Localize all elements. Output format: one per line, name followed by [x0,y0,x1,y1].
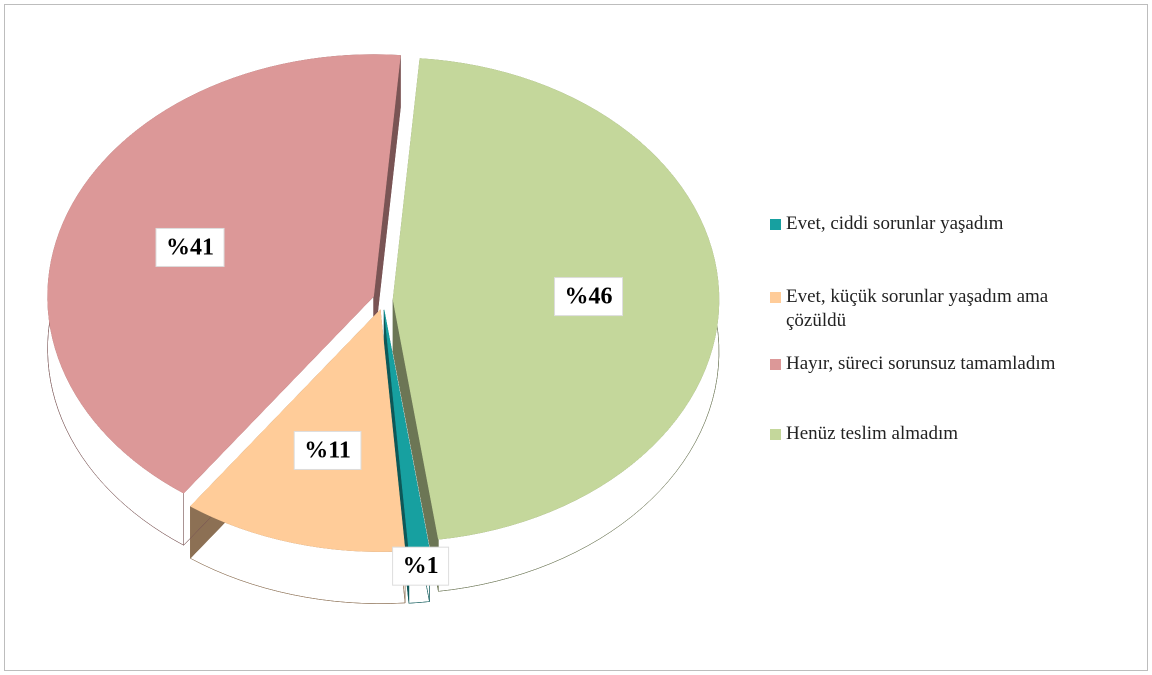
legend-swatch [770,429,781,440]
chart-frame [4,4,1148,671]
legend-item: Evet, ciddi sorunlar yaşadım [770,212,1110,236]
legend-label: Evet, ciddi sorunlar yaşadım [786,213,1004,234]
legend-item: Henüz teslim almadım [770,422,1110,446]
legend-swatch [770,292,781,303]
label-text: %46 [565,284,613,310]
label-text: %41 [166,234,214,260]
label-box [392,546,450,586]
legend-label: Evet, küçük sorunlar yaşadım ama çözüldü [786,286,1049,331]
legend-label: Hayır, süreci sorunsuz tamamladım [786,353,1056,374]
data-label: %11 [293,430,362,470]
legend-label: Henüz teslim almadım [786,423,959,444]
data-label: %46 [554,277,624,317]
slice [47,54,401,494]
legend-swatch [770,219,781,230]
data-label: %41 [155,227,225,267]
label-box [554,277,624,317]
legend-swatch [770,359,781,370]
legend-item: Hayır, süreci sorunsuz tamamladım [770,352,1110,376]
label-text: %11 [304,437,351,463]
label-box [155,227,225,267]
label-text: %1 [403,553,439,579]
label-box [293,430,362,470]
data-label: %1 [392,546,450,586]
legend-item: Evet, küçük sorunlar yaşadım ama çözüldü [770,285,1110,333]
slice [189,309,406,552]
